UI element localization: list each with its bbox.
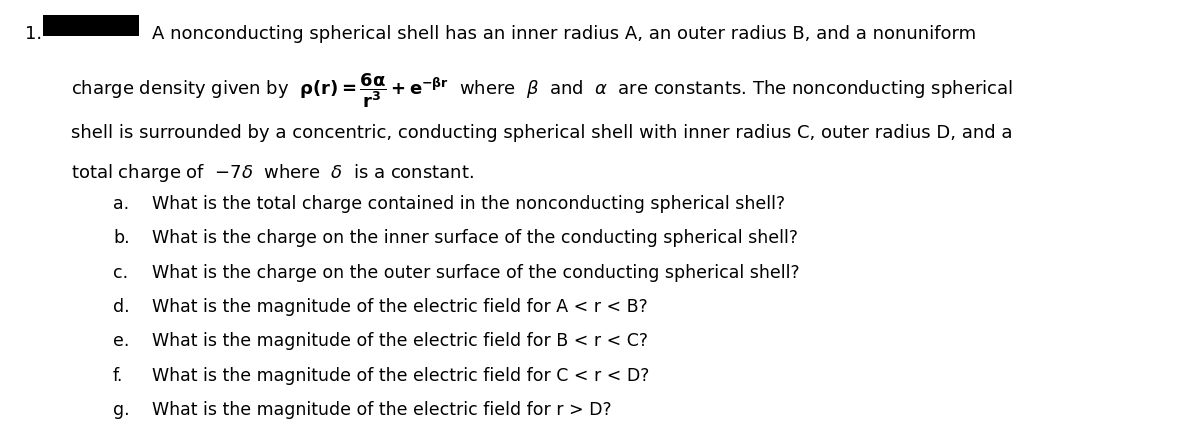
Text: d.: d. (113, 298, 130, 316)
Text: What is the magnitude of the electric field for B < r < C?: What is the magnitude of the electric fi… (152, 332, 648, 351)
Bar (43, 15, 139, 36)
Text: A nonconducting spherical shell has an inner radius A, an outer radius B, and a : A nonconducting spherical shell has an i… (152, 25, 977, 43)
Text: shell is surrounded by a concentric, conducting spherical shell with inner radiu: shell is surrounded by a concentric, con… (71, 124, 1013, 142)
Text: What is the charge on the outer surface of the conducting spherical shell?: What is the charge on the outer surface … (152, 264, 800, 282)
Text: What is the magnitude of the electric field for A < r < B?: What is the magnitude of the electric fi… (152, 298, 648, 316)
Text: c.: c. (113, 264, 128, 282)
Text: f.: f. (113, 367, 124, 385)
Text: b.: b. (113, 229, 130, 247)
Text: g.: g. (113, 401, 130, 419)
Text: What is the total charge contained in the nonconducting spherical shell?: What is the total charge contained in th… (152, 195, 786, 213)
Text: total charge of  $-7\delta$  where  $\delta$  is a constant.: total charge of $-7\delta$ where $\delta… (71, 162, 474, 184)
Text: e.: e. (113, 332, 130, 351)
Text: What is the magnitude of the electric field for r > D?: What is the magnitude of the electric fi… (152, 401, 612, 419)
Text: 1.: 1. (25, 25, 42, 43)
Text: a.: a. (113, 195, 130, 213)
Text: charge density given by  $\mathbf{\rho(r)=\dfrac{6\alpha}{r^3}+e^{-\beta r}}$  w: charge density given by $\mathbf{\rho(r)… (71, 72, 1013, 110)
Text: What is the magnitude of the electric field for C < r < D?: What is the magnitude of the electric fi… (152, 367, 650, 385)
Text: What is the charge on the inner surface of the conducting spherical shell?: What is the charge on the inner surface … (152, 229, 798, 247)
